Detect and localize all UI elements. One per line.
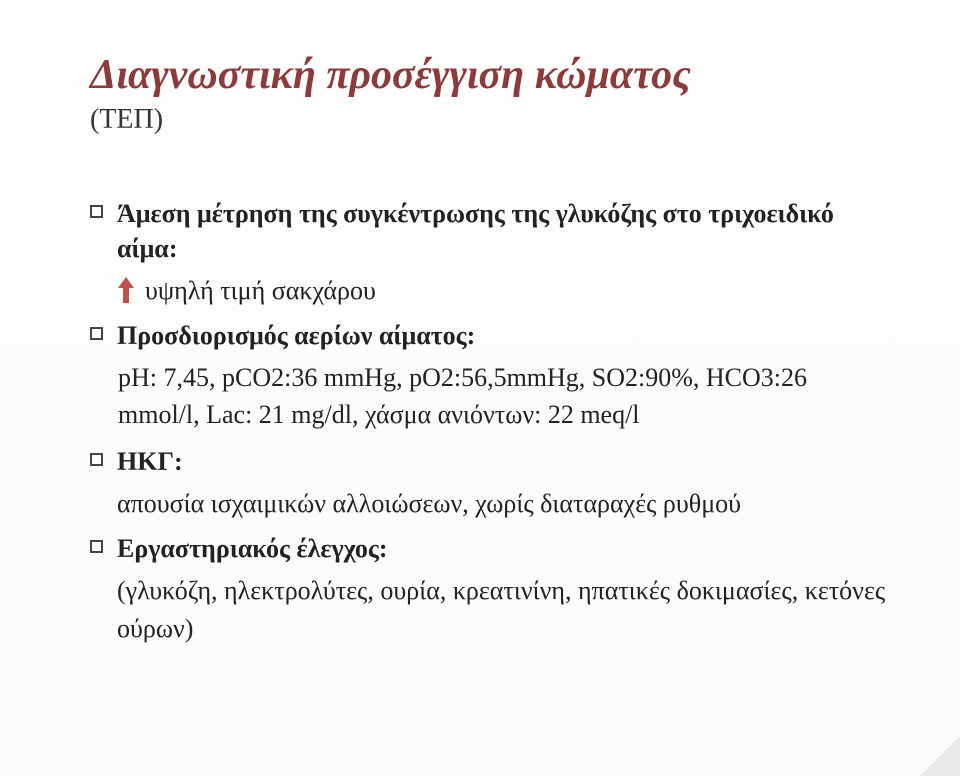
item-label: Άμεση μέτρηση της συγκέντρωσης της γλυκό… xyxy=(117,196,890,266)
item-label: Προσδιορισμός αερίων αίματος: xyxy=(117,318,475,353)
list-item: Άμεση μέτρηση της συγκέντρωσης της γλυκό… xyxy=(90,196,890,266)
bullet-list: Άμεση μέτρηση της συγκέντρωσης της γλυκό… xyxy=(90,196,890,647)
item-sub-line: pH: 7,45, pCO2:36 mmHg, pO2:56,5mmHg, SO… xyxy=(118,359,890,434)
slide-title: Διαγνωστική προσέγγιση κώματος xyxy=(90,50,890,100)
item-label: ΗΚΓ: xyxy=(117,444,183,479)
arrow-row: υψηλή τιμή σακχάρου xyxy=(117,273,890,308)
arrow-up-icon xyxy=(117,276,135,304)
page-curl-icon xyxy=(920,736,960,776)
item-label: Εργαστηριακός έλεγχος: xyxy=(117,531,388,566)
bullet-icon xyxy=(90,540,103,553)
arrow-sub-text: υψηλή τιμή σακχάρου xyxy=(145,273,376,308)
bullet-icon xyxy=(90,453,103,466)
slide-container: Διαγνωστική προσέγγιση κώματος (ΤΕΠ) Άμε… xyxy=(0,0,960,776)
list-item: Προσδιορισμός αερίων αίματος: xyxy=(90,318,890,353)
list-item: Εργαστηριακός έλεγχος: xyxy=(90,531,890,566)
item-sub-block: υψηλή τιμή σακχάρου xyxy=(117,273,890,308)
item-sub-line: απουσία ισχαιμικών αλλοιώσεων, χωρίς δια… xyxy=(117,485,890,523)
bullet-icon xyxy=(90,327,103,340)
slide-subtitle: (ΤΕΠ) xyxy=(90,104,890,136)
bullet-icon xyxy=(90,205,103,218)
list-item: ΗΚΓ: xyxy=(90,444,890,479)
item-sub-line: (γλυκόζη, ηλεκτρολύτες, ουρία, κρεατινίν… xyxy=(117,572,890,647)
